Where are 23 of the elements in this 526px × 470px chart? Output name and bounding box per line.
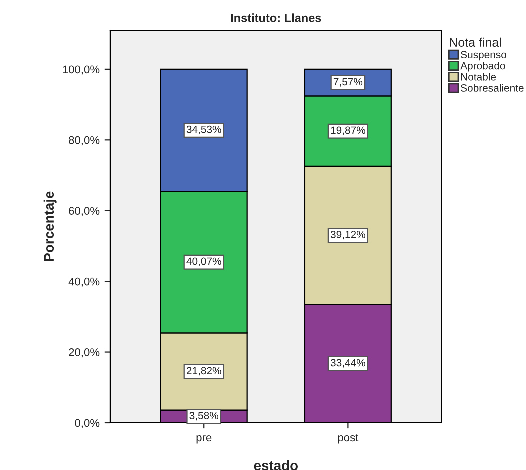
data-label: 21,82%	[186, 367, 222, 376]
data-label: 34,53%	[186, 126, 222, 135]
y-tick-label: 0,0%	[75, 419, 100, 428]
y-tick-label: 60,0%	[69, 207, 100, 216]
legend-label: Sobresaliente	[461, 84, 524, 92]
y-tick-label: 100,0%	[63, 66, 100, 75]
chart-title: Instituto: Llanes	[231, 14, 322, 22]
y-tick-label: 20,0%	[69, 348, 100, 358]
x-tick-label: post	[338, 434, 359, 444]
legend-label: Aprobado	[460, 62, 506, 72]
y-axis-title: Porcentaje	[44, 192, 57, 262]
legend-title: Nota final	[450, 38, 502, 48]
legend-label: Suspenso	[461, 51, 506, 61]
y-tick-label: 80,0%	[69, 136, 100, 146]
y-tick-label: 40,0%	[68, 278, 100, 288]
data-label: 19,87%	[331, 126, 366, 136]
data-label: 39,12%	[330, 231, 366, 240]
data-label: 3,58%	[190, 412, 219, 421]
data-label: 40,07%	[186, 258, 222, 266]
x-tick-label: pre	[196, 435, 212, 444]
legend-label: Notable	[461, 73, 496, 81]
data-label: 7,57%	[334, 78, 363, 87]
data-label: 33,44%	[330, 359, 366, 368]
